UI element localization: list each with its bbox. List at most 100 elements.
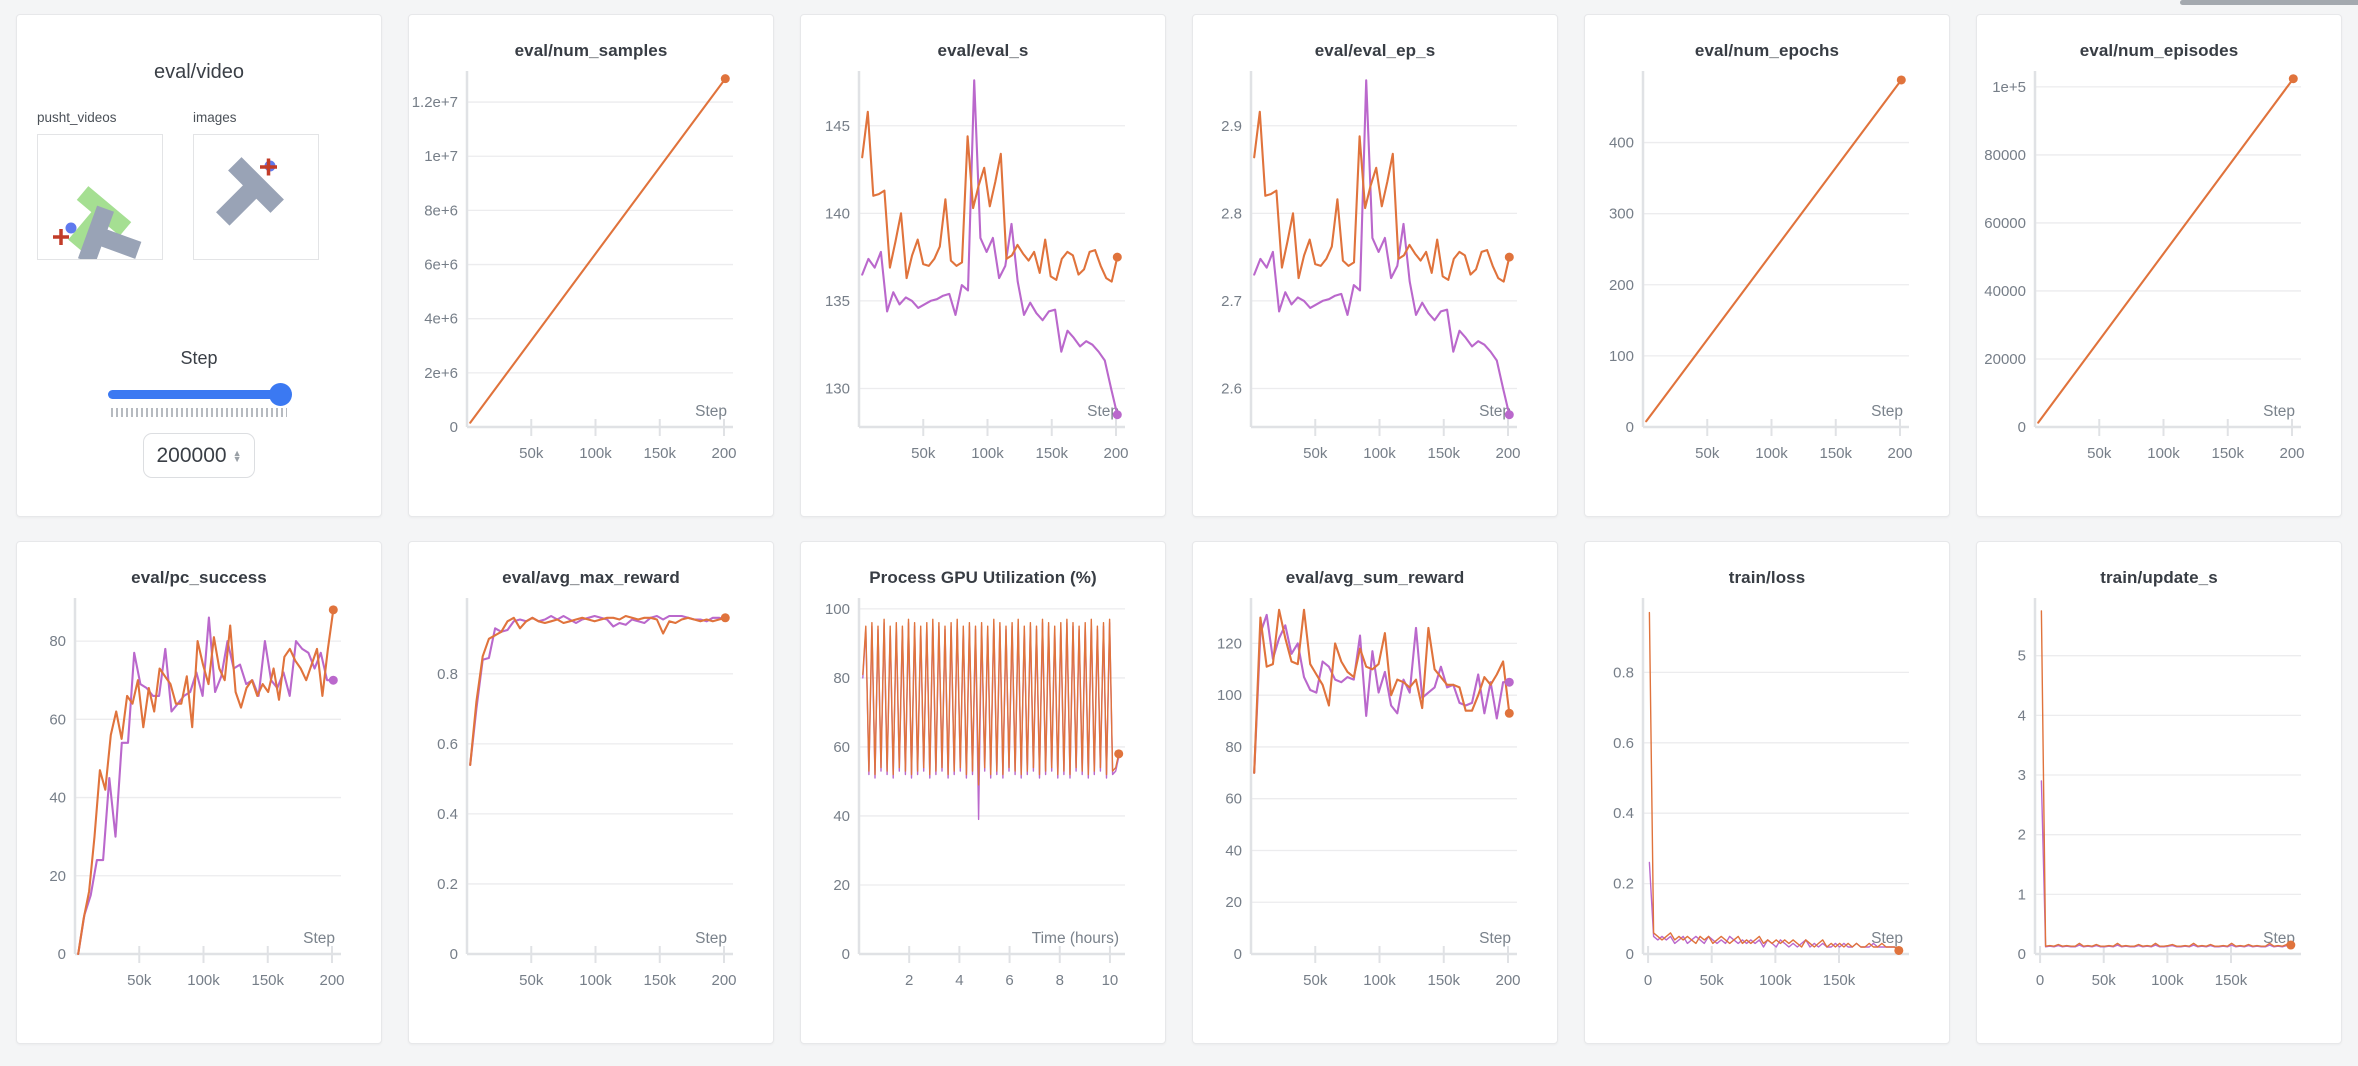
svg-text:Step: Step bbox=[1479, 930, 1511, 947]
chart-plot-area[interactable]: 0 2e+6 4e+6 6e+6 8e+6 1e+7 1.2e+7 50k 100k 150k 20… bbox=[409, 61, 773, 487]
media-label: images bbox=[193, 110, 237, 125]
svg-text:100k: 100k bbox=[579, 445, 612, 462]
svg-text:0: 0 bbox=[1234, 946, 1242, 963]
svg-text:5: 5 bbox=[2018, 648, 2026, 665]
svg-text:Step: Step bbox=[695, 930, 727, 947]
svg-text:50k: 50k bbox=[2087, 445, 2112, 462]
svg-text:60: 60 bbox=[833, 739, 850, 756]
svg-text:0: 0 bbox=[842, 946, 850, 963]
svg-text:20: 20 bbox=[1225, 894, 1242, 911]
svg-text:150k: 150k bbox=[1819, 445, 1852, 462]
chart-title: train/update_s bbox=[2100, 568, 2218, 587]
svg-text:50k: 50k bbox=[1695, 445, 1720, 462]
svg-text:0.6: 0.6 bbox=[1613, 735, 1634, 752]
step-slider-label: Step bbox=[180, 348, 218, 368]
chart-plot-area[interactable]: 0 20 40 60 80 50k 100k 150k 200 Step bbox=[17, 588, 381, 1014]
svg-text:1: 1 bbox=[2018, 886, 2026, 903]
svg-text:145: 145 bbox=[825, 118, 850, 135]
svg-text:200: 200 bbox=[2279, 445, 2304, 462]
chart-title: eval/num_episodes bbox=[2079, 41, 2239, 60]
svg-text:Step: Step bbox=[1871, 930, 1903, 947]
svg-text:100: 100 bbox=[1609, 348, 1634, 365]
svg-text:2: 2 bbox=[905, 972, 913, 989]
svg-text:Step: Step bbox=[2263, 403, 2295, 420]
step-slider-track bbox=[108, 390, 290, 399]
svg-text:0.6: 0.6 bbox=[437, 736, 458, 753]
svg-text:0.4: 0.4 bbox=[437, 806, 458, 823]
svg-text:140: 140 bbox=[825, 205, 850, 222]
media-label: pusht_videos bbox=[37, 110, 117, 125]
chart-title: train/loss bbox=[1728, 568, 1806, 587]
svg-text:0: 0 bbox=[1626, 419, 1634, 436]
media-item-pusht-videos: pusht_videos bbox=[37, 110, 163, 265]
svg-text:200: 200 bbox=[1609, 277, 1634, 294]
svg-text:0: 0 bbox=[2018, 946, 2026, 963]
svg-text:0: 0 bbox=[450, 946, 458, 963]
chart-plot-area[interactable]: 0 1 2 3 4 5 0 50k 100k 150k Step bbox=[1977, 588, 2341, 1014]
svg-text:200: 200 bbox=[1103, 445, 1128, 462]
svg-text:135: 135 bbox=[825, 293, 850, 310]
chart-plot-area[interactable]: 0 100 200 300 400 50k 100k 150k 200 Step bbox=[1585, 61, 1949, 487]
svg-text:40: 40 bbox=[49, 790, 66, 807]
chart-panel: eval/avg_max_reward 0 0.2 0.4 0.6 0.8 50k 100k… bbox=[408, 541, 774, 1044]
chart-plot-area[interactable]: 0 0.2 0.4 0.6 0.8 50k 100k 150k 200 Step bbox=[409, 588, 773, 1014]
step-slider-thumb[interactable] bbox=[269, 383, 292, 406]
chart-panel: Process GPU Utilization (%) 0 20 40 60 80 100… bbox=[800, 541, 1166, 1044]
svg-text:20: 20 bbox=[49, 868, 66, 885]
svg-text:2.6: 2.6 bbox=[1221, 380, 1242, 397]
svg-text:50k: 50k bbox=[911, 445, 936, 462]
chart-title: eval/num_samples bbox=[514, 41, 668, 60]
svg-text:150k: 150k bbox=[1035, 445, 1068, 462]
svg-text:50k: 50k bbox=[519, 445, 544, 462]
svg-text:130: 130 bbox=[825, 380, 850, 397]
svg-text:0.2: 0.2 bbox=[1613, 876, 1634, 893]
video-panel-title: eval/video bbox=[153, 61, 245, 83]
svg-text:50k: 50k bbox=[1700, 972, 1725, 989]
svg-text:200: 200 bbox=[711, 972, 736, 989]
horizontal-scrollbar[interactable] bbox=[2180, 0, 2358, 5]
svg-text:4: 4 bbox=[955, 972, 963, 989]
target-cross bbox=[53, 229, 69, 245]
chart-title: eval/avg_max_reward bbox=[502, 568, 680, 587]
pusht-video-frame bbox=[53, 186, 142, 265]
chart-panel: train/loss 0 0.2 0.4 0.6 0.8 0 50k 100k 150k Step bbox=[1584, 541, 1950, 1044]
svg-text:2e+6: 2e+6 bbox=[424, 365, 458, 382]
svg-text:60000: 60000 bbox=[1984, 215, 2026, 232]
chart-plot-area[interactable]: 0 20 40 60 80 100 2 4 6 8 10 Time (hours) bbox=[801, 588, 1165, 1014]
chart-plot-area[interactable]: 0 0.2 0.4 0.6 0.8 0 50k 100k 150k Step bbox=[1585, 588, 1949, 1014]
svg-text:8e+6: 8e+6 bbox=[424, 202, 458, 219]
chart-plot-area[interactable]: 2.6 2.7 2.8 2.9 50k 100k 150k 200 Step bbox=[1193, 61, 1557, 487]
chart-plot-area[interactable]: 0 20000 40000 60000 80000 1e+5 50k 100k 150k 200 S… bbox=[1977, 61, 2341, 487]
svg-text:40: 40 bbox=[833, 808, 850, 825]
chart-title: eval/num_epochs bbox=[1694, 41, 1840, 60]
svg-text:300: 300 bbox=[1609, 206, 1634, 223]
svg-text:200: 200 bbox=[1495, 972, 1520, 989]
svg-text:Step: Step bbox=[1479, 403, 1511, 420]
video-thumbnail-pusht[interactable] bbox=[37, 134, 163, 265]
image-thumbnail[interactable] bbox=[193, 134, 319, 260]
step-value: 200000 bbox=[156, 443, 227, 467]
svg-text:50k: 50k bbox=[1303, 972, 1328, 989]
svg-text:0: 0 bbox=[58, 946, 66, 963]
svg-text:100k: 100k bbox=[2151, 972, 2184, 989]
svg-text:50k: 50k bbox=[519, 972, 544, 989]
step-slider[interactable] bbox=[108, 383, 292, 406]
step-value-input[interactable]: 200000 ▲ ▼ bbox=[143, 433, 255, 478]
svg-text:8: 8 bbox=[1056, 972, 1064, 989]
svg-text:1e+5: 1e+5 bbox=[1992, 79, 2026, 96]
chart-plot-area[interactable]: 0 20 40 60 80 100 120 50k 100k 150k 200 Step bbox=[1193, 588, 1557, 1014]
svg-text:150k: 150k bbox=[1823, 972, 1856, 989]
stepper-arrows[interactable]: ▲ ▼ bbox=[232, 448, 242, 464]
svg-text:80: 80 bbox=[49, 633, 66, 650]
svg-text:Time (hours): Time (hours) bbox=[1032, 930, 1119, 947]
svg-text:80: 80 bbox=[1225, 739, 1242, 756]
svg-text:120: 120 bbox=[1217, 635, 1242, 652]
svg-text:50k: 50k bbox=[1303, 445, 1328, 462]
svg-text:3: 3 bbox=[2018, 767, 2026, 784]
svg-text:0.4: 0.4 bbox=[1613, 805, 1634, 822]
svg-text:20: 20 bbox=[833, 877, 850, 894]
chart-plot-area[interactable]: 130 135 140 145 50k 100k 150k 200 Step bbox=[801, 61, 1165, 487]
svg-text:100k: 100k bbox=[2147, 445, 2180, 462]
step-slider-ticks bbox=[111, 408, 287, 417]
decrement-icon: ▼ bbox=[232, 453, 242, 464]
